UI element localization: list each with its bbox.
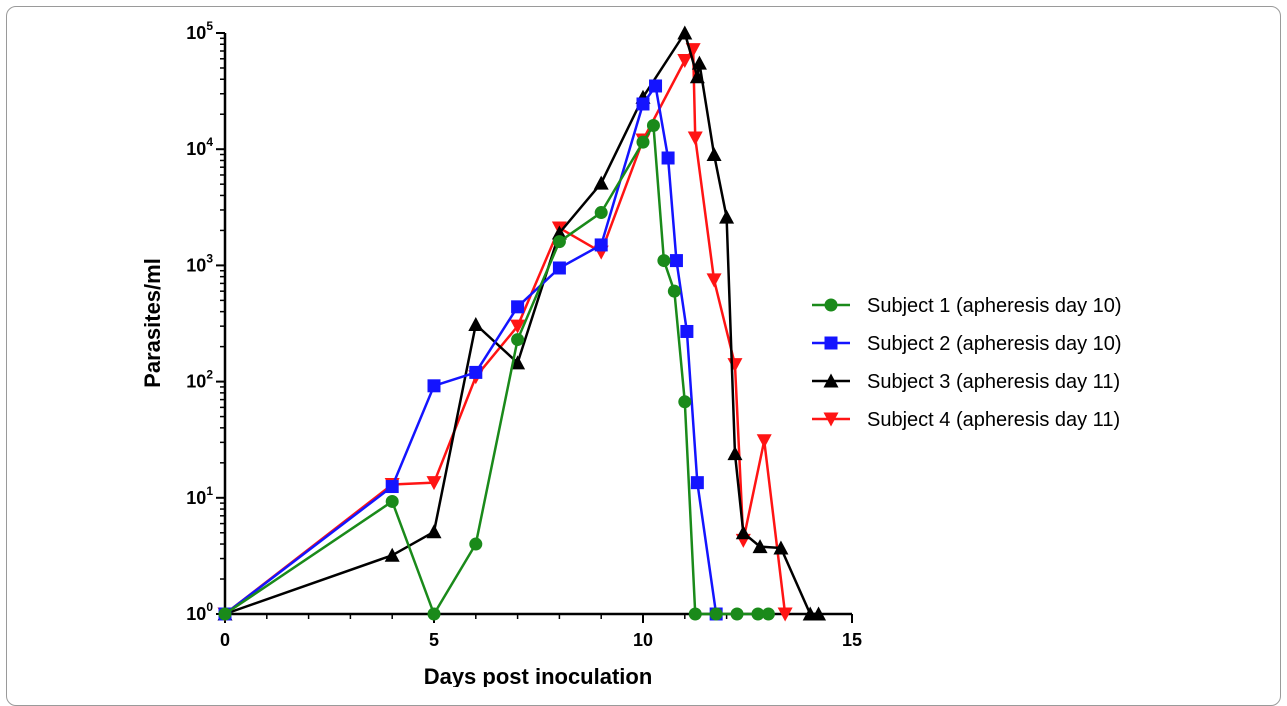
data-point [811, 606, 827, 621]
data-point [680, 324, 694, 338]
data-point [426, 476, 442, 491]
data-point [385, 494, 399, 508]
legend-label: Subject 2 (apheresis day 10) [867, 333, 1122, 355]
data-point [824, 336, 838, 350]
data-point [691, 55, 707, 70]
data-point [709, 607, 723, 621]
data-point [727, 446, 743, 461]
data-point [690, 476, 704, 490]
data-point [218, 607, 232, 621]
y-tick-label: 103 [186, 251, 213, 275]
x-tick-label: 15 [842, 630, 862, 650]
data-point [510, 355, 526, 370]
data-point [384, 547, 400, 562]
legend-label: Subject 1 (apheresis day 10) [867, 295, 1122, 317]
data-point [823, 373, 839, 388]
y-tick-label: 101 [186, 484, 213, 508]
y-ticks: 100 101 102 103 104 105 [186, 19, 225, 624]
data-point [385, 480, 399, 494]
axes [223, 33, 852, 616]
data-point [823, 412, 839, 427]
data-point [751, 607, 765, 621]
series-line [224, 124, 769, 616]
data-point [649, 79, 663, 93]
series-line [224, 84, 718, 615]
series-layer [217, 25, 827, 622]
data-point [669, 254, 683, 268]
x-tick-label: 5 [429, 630, 439, 650]
x-tick-label: 10 [633, 630, 653, 650]
data-point [730, 607, 744, 621]
data-point [678, 395, 692, 409]
data-point [426, 524, 442, 539]
data-point [761, 607, 775, 621]
data-point [427, 379, 441, 393]
data-point [511, 333, 525, 347]
y-axis-title: Parasites/ml [140, 258, 165, 388]
y-tick-label: 100 [186, 600, 213, 624]
data-point [636, 97, 650, 111]
data-point [552, 235, 566, 249]
data-point [756, 434, 772, 449]
legend: Subject 1 (apheresis day 10) Subject 2 (a… [812, 295, 1122, 431]
data-point [468, 317, 484, 332]
data-point [719, 209, 735, 224]
data-point [687, 131, 703, 146]
y-tick-label: 104 [186, 135, 213, 159]
data-point [661, 151, 675, 165]
data-point [824, 298, 838, 312]
x-axis-title: Days post inoculation [424, 664, 653, 687]
data-point [469, 537, 483, 551]
data-point [773, 540, 789, 555]
data-point [777, 607, 793, 622]
legend-item: Subject 2 (apheresis day 10) [812, 333, 1122, 355]
series-3 [217, 25, 827, 621]
data-point [551, 225, 567, 240]
legend-item: Subject 4 (apheresis day 11) [812, 409, 1120, 431]
data-point [688, 607, 702, 621]
legend-item: Subject 3 (apheresis day 11) [812, 371, 1120, 393]
data-point [593, 175, 609, 190]
legend-label: Subject 3 (apheresis day 11) [867, 371, 1120, 393]
data-point [594, 238, 608, 252]
data-point [667, 284, 681, 298]
chart: 100 101 102 103 104 105 0 5 10 15 Days post inoc… [140, 19, 1122, 687]
data-point [677, 53, 693, 68]
y-tick-label: 102 [186, 368, 213, 392]
data-point [689, 69, 705, 84]
data-point [552, 261, 566, 275]
data-point [594, 206, 608, 220]
data-point [735, 525, 751, 540]
data-point [657, 254, 671, 268]
data-point [469, 365, 483, 379]
data-point [510, 319, 526, 334]
y-tick-label: 105 [186, 19, 213, 43]
data-point [646, 118, 660, 132]
x-ticks: 0 5 10 15 [220, 614, 862, 650]
x-tick-label: 0 [220, 630, 230, 650]
data-point [752, 539, 768, 554]
data-point [706, 147, 722, 162]
data-point [677, 25, 693, 40]
data-point [706, 273, 722, 288]
data-point [727, 358, 743, 373]
data-point [427, 607, 441, 621]
series-1 [218, 118, 775, 621]
series-4 [217, 43, 793, 622]
data-point [511, 300, 525, 314]
legend-item: Subject 1 (apheresis day 10) [812, 295, 1122, 317]
data-point [636, 135, 650, 149]
legend-label: Subject 4 (apheresis day 11) [867, 409, 1120, 431]
